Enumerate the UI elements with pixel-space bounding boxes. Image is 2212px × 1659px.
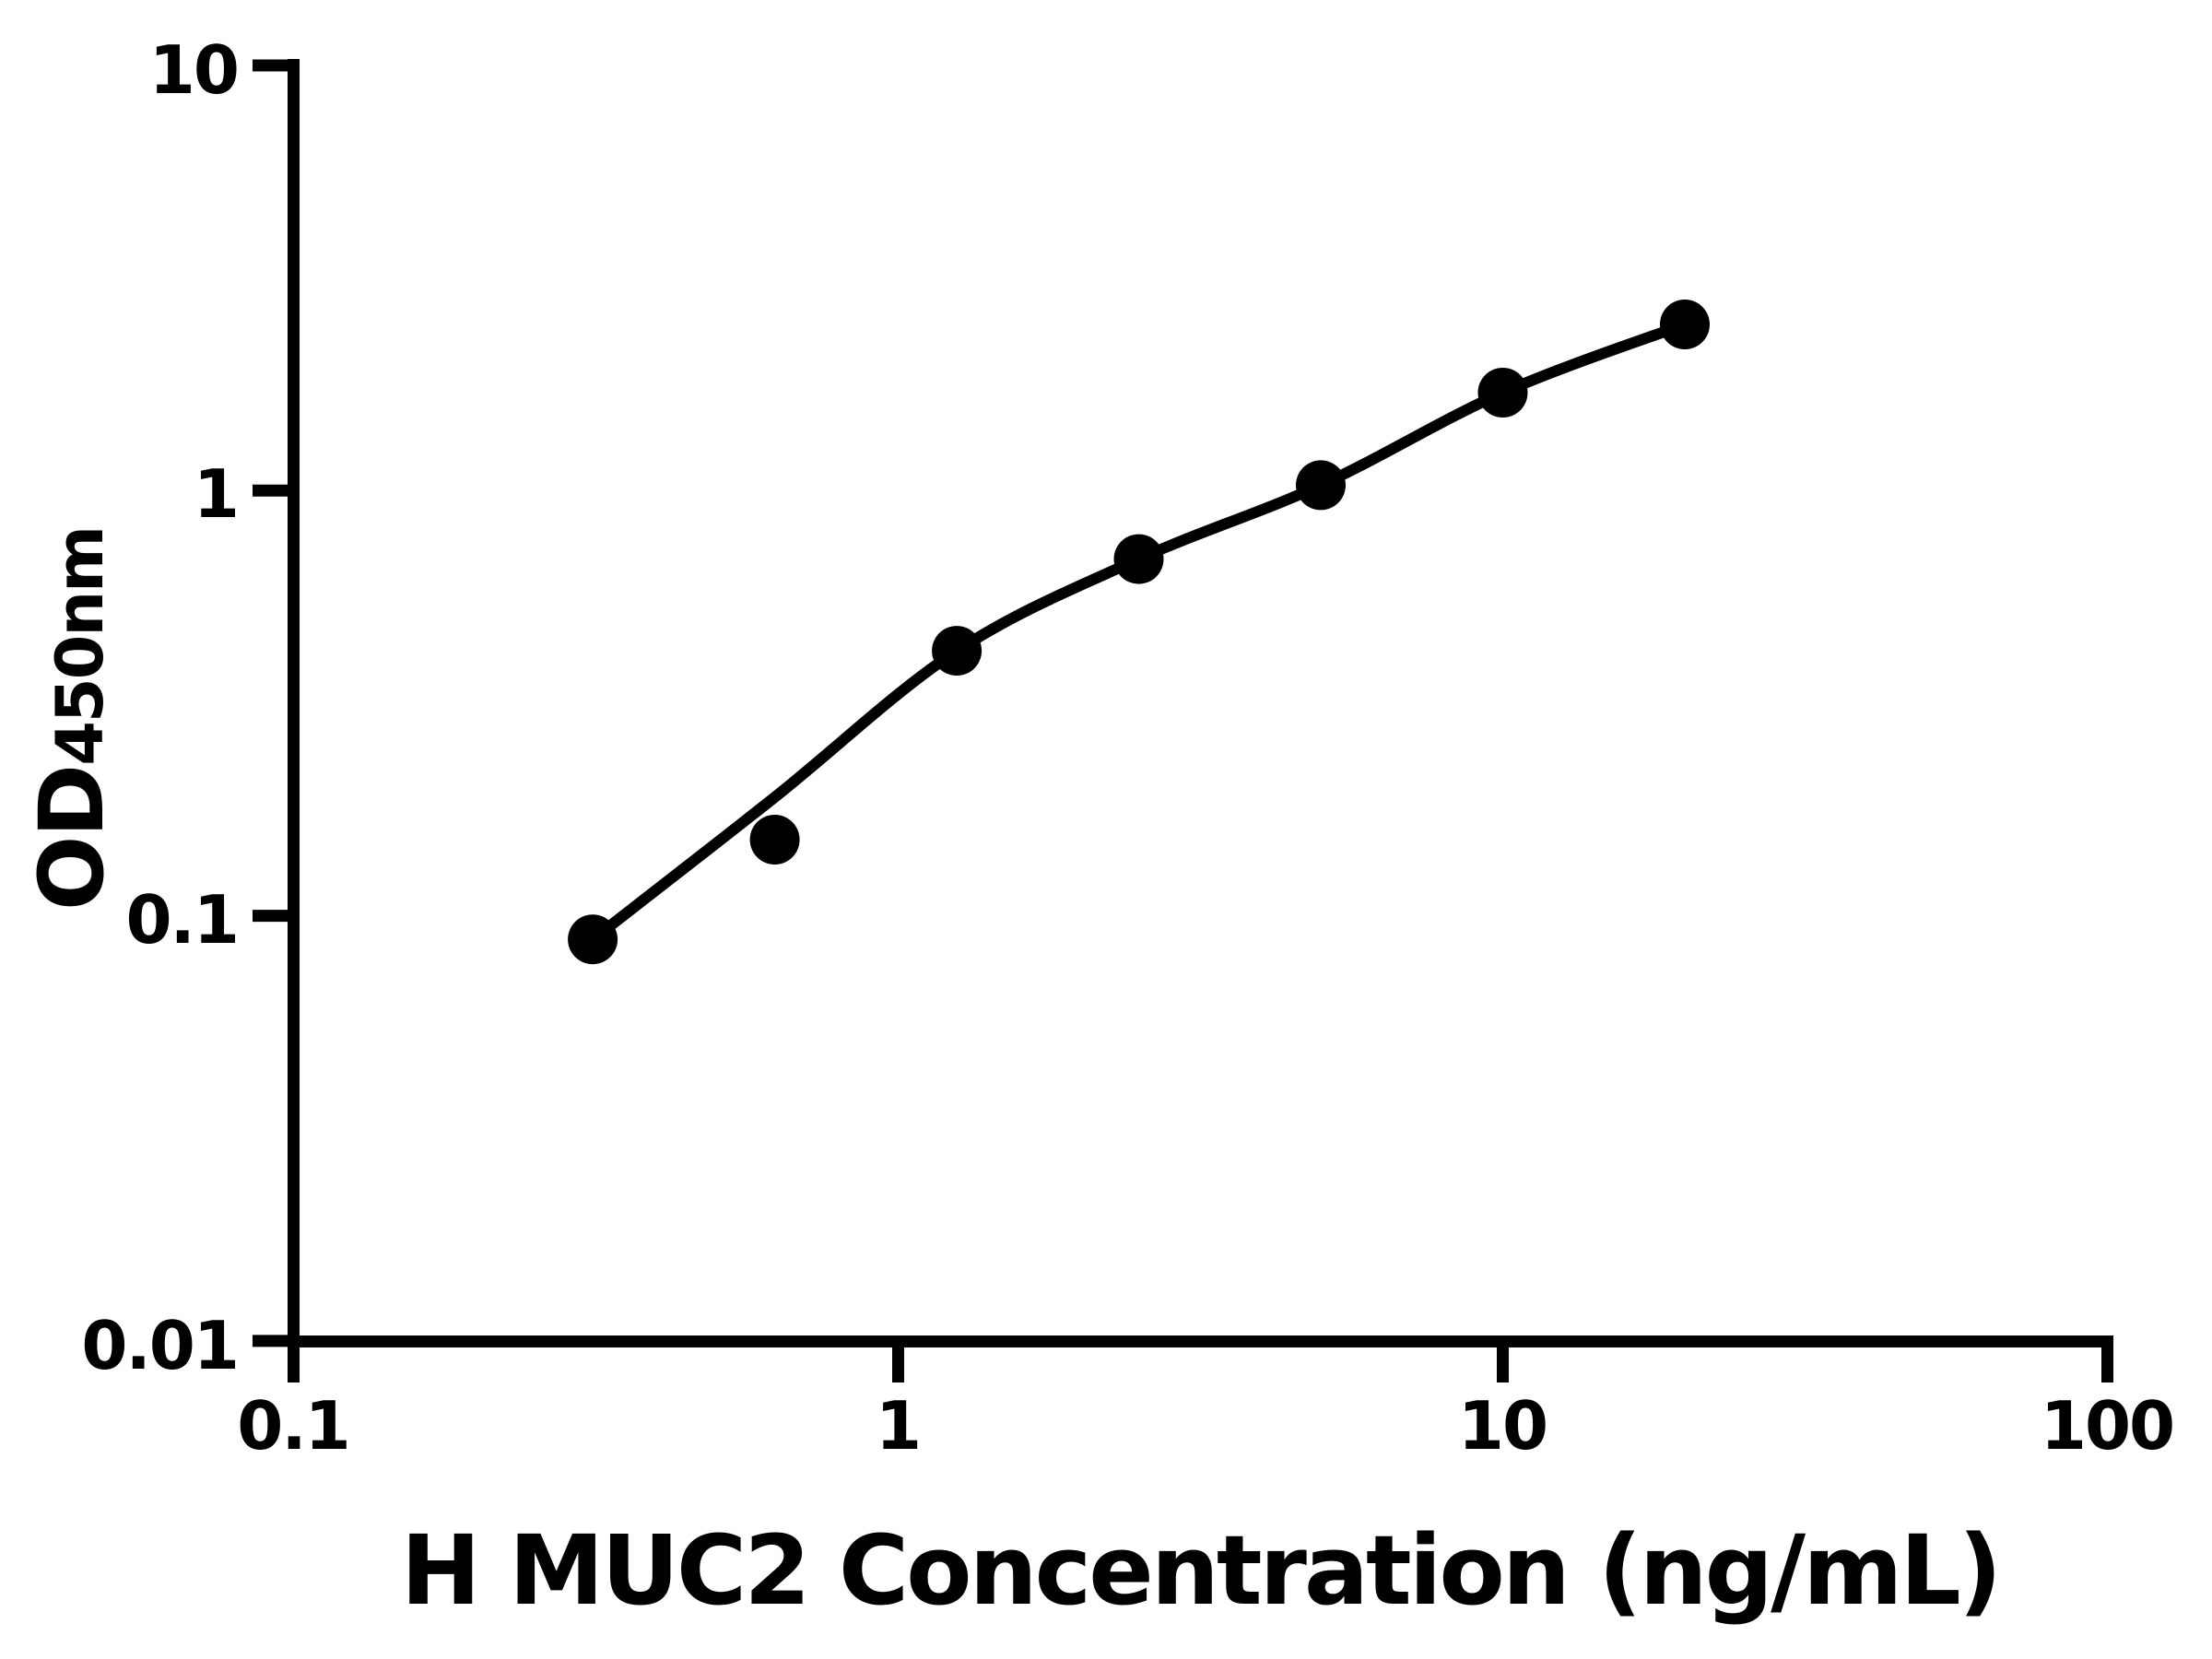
- data-point-10: [1477, 368, 1528, 418]
- y-tick-label-10: 10: [148, 31, 240, 109]
- y-tick-label-0.1: 0.1: [125, 881, 240, 959]
- x-tick-label-1: 1: [875, 1387, 922, 1465]
- y-axis-title-subscript: 450nm: [42, 526, 118, 766]
- data-point-0.3125: [568, 914, 618, 965]
- x-tick-label-10: 10: [1457, 1387, 1548, 1465]
- x-axis-title: H MUC2 Concentration (ng/mL): [400, 1514, 2003, 1627]
- data-point-5: [1296, 460, 1346, 511]
- y-axis-title: OD450nm: [20, 526, 124, 911]
- y-tick-label-1: 1: [193, 455, 240, 533]
- x-tick-label-0.1: 0.1: [237, 1387, 351, 1465]
- x-tick-label-100: 100: [2040, 1387, 2175, 1465]
- data-point-0.625: [749, 815, 800, 865]
- data-point-1.25: [932, 626, 982, 677]
- data-point-20: [1660, 300, 1710, 349]
- y-tick-label-0.01: 0.01: [81, 1307, 240, 1384]
- data-point-2.5: [1113, 534, 1164, 584]
- y-axis-title-main: OD: [20, 765, 124, 912]
